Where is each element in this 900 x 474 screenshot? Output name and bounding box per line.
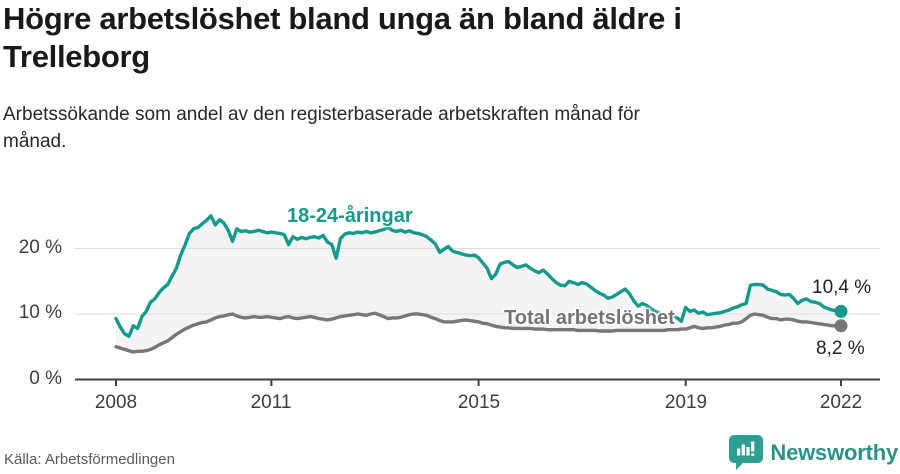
x-tick-label-2015: 2015	[457, 392, 501, 413]
title-line-1: Högre arbetslöshet bland unga än bland ä…	[3, 1, 682, 36]
x-tick-label-2011: 2011	[250, 392, 292, 413]
area-fill-between-series	[116, 215, 841, 352]
source-credit: Källa: Arbetsförmedlingen	[4, 451, 175, 468]
x-axis	[75, 378, 880, 386]
x-tick-label-2022: 2022	[819, 392, 863, 413]
bar-chart-speech-bubble-icon	[729, 435, 764, 470]
series-label-youth: 18-24-åringar	[287, 205, 413, 227]
y-tick-label-0: 0 %	[29, 368, 62, 389]
subtitle-line-2: månad.	[3, 131, 67, 152]
subtitle-line-1: Arbetssökande som andel av den registerb…	[3, 104, 640, 125]
y-tick-label-20: 20 %	[18, 237, 62, 258]
page-title: Högre arbetslöshet bland unga än bland ä…	[3, 0, 883, 76]
brand-logo: Newsworthy	[729, 435, 898, 470]
y-tick-label-10: 10 %	[18, 302, 62, 323]
line-chart: 20 % 10 % 0 % 2008 2011 2015 2019 2022 1…	[0, 195, 900, 430]
x-tick-label-2019: 2019	[664, 392, 708, 413]
series-end-dot-youth	[834, 304, 848, 318]
title-line-2: Trelleborg	[3, 39, 150, 74]
series-label-total: Total arbetslöshet	[504, 307, 675, 329]
end-value-label-total: 8,2 %	[816, 338, 865, 359]
chart-subtitle: Arbetssökande som andel av den registerb…	[3, 101, 863, 155]
series-line-youth	[114, 214, 843, 339]
series-end-dot-total	[834, 319, 848, 333]
series-line-total	[114, 311, 843, 354]
x-tick-label-2008: 2008	[94, 392, 138, 413]
chart-canvas	[75, 214, 880, 386]
brand-name: Newsworthy	[770, 439, 898, 465]
end-value-label-youth: 10,4 %	[812, 277, 872, 298]
